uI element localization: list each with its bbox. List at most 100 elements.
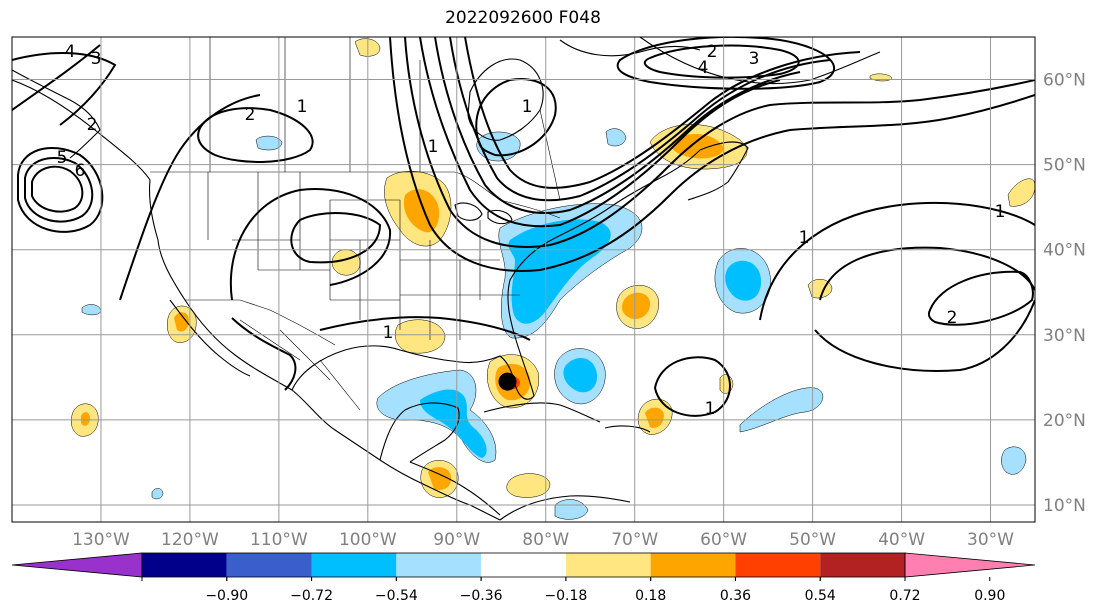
colorbar-extend-min [11, 552, 143, 578]
contour-label: 1 [383, 323, 394, 343]
contour-label: 2 [947, 308, 958, 328]
contour-label: 4 [698, 58, 709, 78]
anomaly-negative-pacific-small [151, 488, 164, 500]
alaska-coast [12, 69, 101, 159]
anomaly-positive-atlantic-1-core [622, 292, 651, 320]
latitude-tick-label: 30°N [1043, 326, 1086, 346]
anomaly-shading [71, 38, 1035, 520]
contour-atlantic-high [759, 202, 1035, 321]
latitude-tick-label: 60°N [1043, 71, 1086, 91]
longitude-tick-label: 40°W [878, 530, 925, 550]
colorbar-segment [735, 553, 821, 577]
colorbar-segment [142, 553, 227, 577]
colorbar: −0.90 −0.72 −0.54 −0.36 −0.18 0.18 0.36 0.54 0.7… [11, 552, 1036, 604]
anomaly-negative-bahamas-core [563, 357, 598, 393]
contour-trough-5 [404, 37, 1035, 248]
north-america-coastline [12, 79, 501, 521]
contour-label: 4 [65, 42, 76, 62]
contour-label: 1 [995, 202, 1006, 222]
colorbar-tick-label: 0.54 [805, 588, 836, 604]
longitude-tick-label: 80°W [522, 530, 569, 550]
contour-gulf-of-alaska [12, 52, 117, 126]
great-lakes [454, 202, 513, 225]
latitude-tick-label: 40°N [1043, 241, 1086, 261]
longitude-tick-label: 130°W [72, 530, 130, 550]
longitude-tick-label: 90°W [433, 530, 480, 550]
colorbar-tick-label: −0.72 [290, 588, 333, 604]
latitude-tick-label: 10°N [1043, 496, 1086, 516]
contour-greenland-high [616, 37, 835, 90]
anomaly-positive-atlantic-2-core [645, 407, 664, 428]
colorbar-frame [141, 552, 906, 578]
anomaly-positive-caribbean [506, 473, 551, 498]
colorbar-tick-label: −0.18 [544, 588, 587, 604]
colorbar-segment [820, 553, 905, 577]
contour-label: 5 [57, 148, 68, 168]
contour-label: 3 [749, 49, 760, 69]
colorbar-tick-label: −0.54 [375, 588, 418, 604]
baja-peninsula [169, 299, 251, 377]
colorbar-extend-max [904, 552, 1036, 578]
greenland [639, 37, 881, 85]
contour-label: 6 [75, 161, 86, 181]
anomaly-positive-texas [395, 319, 446, 354]
gulf-coast [291, 339, 535, 400]
contour-label: 1 [705, 399, 716, 419]
cuba [483, 402, 601, 423]
mexico-states [239, 319, 361, 411]
contour-label: 1 [428, 137, 439, 157]
colorbar-tick-label: 0.36 [720, 588, 751, 604]
hispaniola [604, 425, 651, 433]
contour-label: 2 [87, 115, 98, 135]
longitude-tick-label: 120°W [161, 530, 219, 550]
map-frame [11, 36, 1036, 523]
contour-label: 1 [297, 97, 308, 117]
longitude-tick-label: 60°W [700, 530, 747, 550]
anomaly-negative-east-coast-core [508, 219, 611, 324]
anomaly-positive-baja-core [174, 312, 189, 332]
contour-label: 2 [245, 105, 256, 125]
colorbar-tick-label: 0.18 [635, 588, 666, 604]
anomaly-negative-south-caribbean [554, 499, 589, 520]
anomaly-positive-great-lakes-core [403, 189, 440, 233]
colorbar-segment [311, 553, 397, 577]
colorbar-segment [650, 553, 736, 577]
anomaly-positive-lesser-antilles [719, 374, 734, 394]
latitude-tick-label: 20°N [1043, 411, 1086, 431]
colorbar-segment [565, 553, 651, 577]
anomaly-negative-quebec [605, 128, 627, 147]
contour-trough-2 [434, 37, 801, 214]
storm-position-marker [498, 372, 517, 391]
contour-central-us [229, 188, 392, 301]
colorbar-tick-label: 0.90 [974, 588, 1005, 604]
colorbar-tick-label: −0.36 [460, 588, 503, 604]
us-mexico-border [185, 299, 336, 346]
coastlines [12, 37, 881, 521]
contour-east-pacific-bend [231, 317, 297, 391]
contour-labels: 4 3 2 1 5 6 2 1 4 3 2 1 1 2 1 1 1 [57, 42, 1006, 419]
contour-atlantic-high-2 [927, 270, 1034, 326]
longitude-tick-label: 50°W [789, 530, 836, 550]
state-lines-central [330, 199, 401, 330]
state-lines-west [207, 172, 331, 300]
latitude-tick-label: 50°N [1043, 156, 1086, 176]
longitude-tick-label: 100°W [339, 530, 397, 550]
central-america [409, 461, 501, 516]
contour-trough-6 [389, 37, 1035, 272]
anomaly-positive-central-america-core [428, 467, 452, 490]
contour-ring-ne-pacific [17, 146, 104, 233]
colorbar-tick-label: −0.90 [205, 588, 248, 604]
longitude-tick-label: 70°W [611, 530, 658, 550]
south-america-north [499, 495, 631, 521]
arctic-islands [559, 39, 701, 57]
contour-trough-1 [419, 37, 781, 228]
colorbar-segment [481, 553, 566, 577]
anomaly-negative-gulf-core [420, 389, 487, 458]
yucatan [379, 402, 460, 463]
labrador-coast [687, 141, 749, 201]
map-title: 2022092600 F048 [445, 8, 601, 28]
anomaly-negative-east-pacific [1001, 446, 1027, 475]
map-panel: 4 3 2 1 5 6 2 1 4 3 2 1 1 2 1 1 1 [11, 36, 1036, 523]
anomaly-positive-pacific-core [81, 412, 90, 426]
contour-label: 1 [522, 97, 533, 117]
